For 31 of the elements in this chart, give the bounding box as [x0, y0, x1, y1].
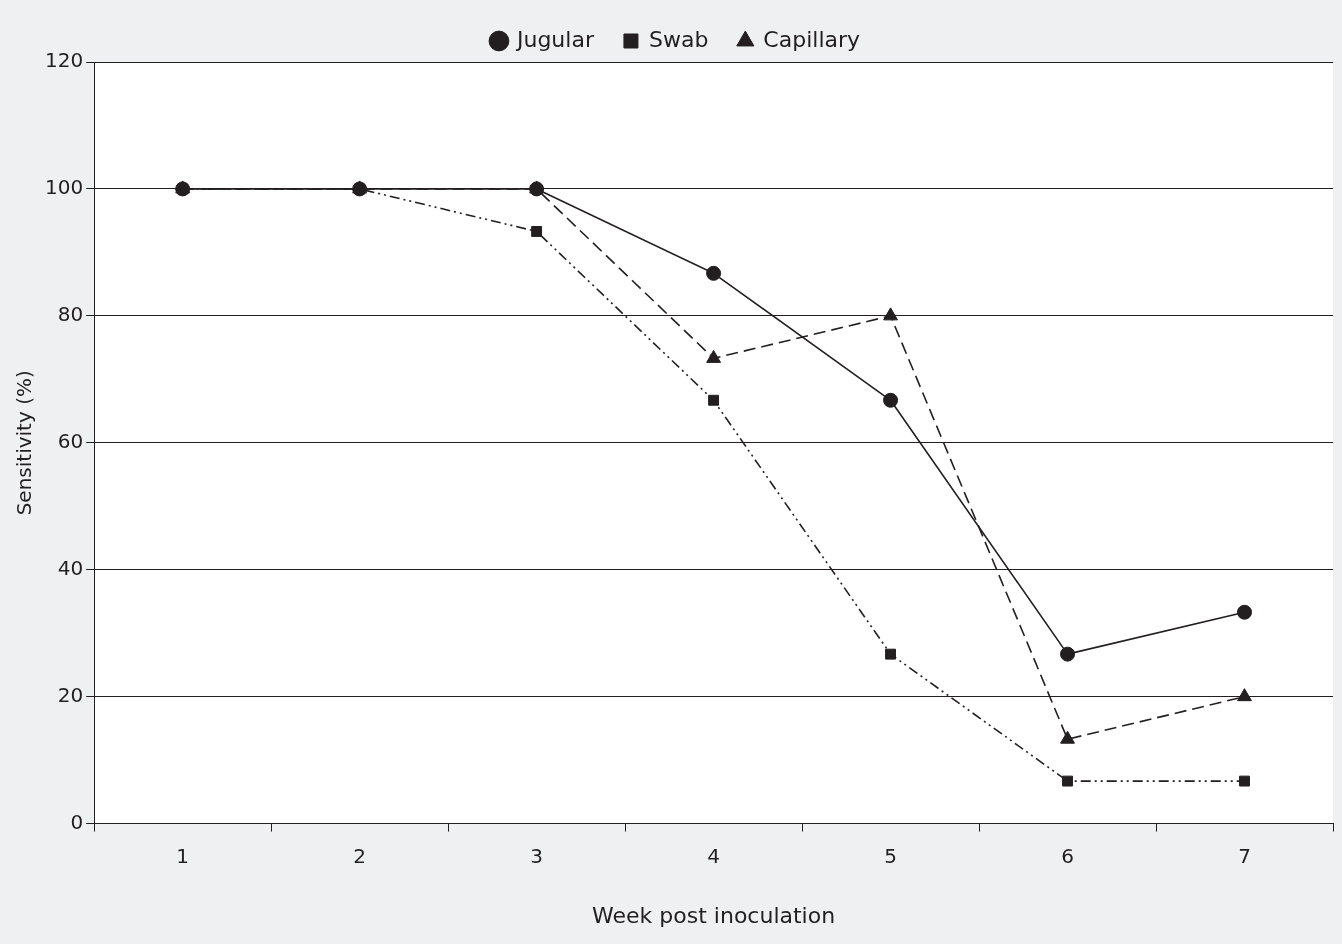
point	[1060, 646, 1076, 662]
point	[1237, 604, 1253, 620]
x-tick-label: 6	[1061, 843, 1074, 868]
legend-label: Swab	[648, 26, 709, 52]
legend-label: Capillary	[763, 26, 861, 52]
point	[1239, 775, 1250, 787]
point	[531, 226, 543, 237]
y-tick-label: 20	[57, 682, 84, 707]
point	[1237, 688, 1252, 702]
point	[706, 265, 722, 281]
y-tick-label: 60	[57, 429, 84, 453]
point	[708, 394, 720, 406]
x-tick-label: 4	[707, 843, 720, 868]
point	[883, 392, 899, 408]
legend-label: Jugular	[514, 26, 595, 52]
x-tick-label: 3	[530, 843, 543, 868]
y-tick-label: 120	[44, 48, 84, 73]
y-tick-label: 40	[57, 555, 84, 580]
x-tick-label: 7	[1238, 843, 1251, 868]
x-tick-label: 1	[176, 843, 190, 868]
y-tick-label: 80	[57, 302, 84, 327]
point	[1060, 730, 1075, 744]
y-tick-label: 0	[70, 809, 84, 834]
x-tick-label: 2	[353, 843, 366, 868]
point	[1062, 775, 1073, 787]
x-axis-title: Week post inoculation	[592, 902, 836, 928]
y-axis-title: Sensitivity (%)	[12, 370, 37, 516]
x-tick-label: 5	[884, 843, 897, 868]
y-tick-label: 100	[44, 175, 84, 200]
point	[885, 648, 897, 660]
point	[883, 307, 898, 321]
